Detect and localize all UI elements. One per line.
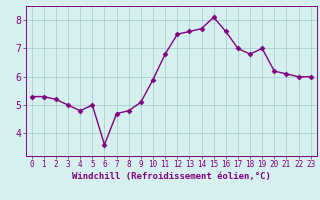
X-axis label: Windchill (Refroidissement éolien,°C): Windchill (Refroidissement éolien,°C) bbox=[72, 172, 271, 181]
